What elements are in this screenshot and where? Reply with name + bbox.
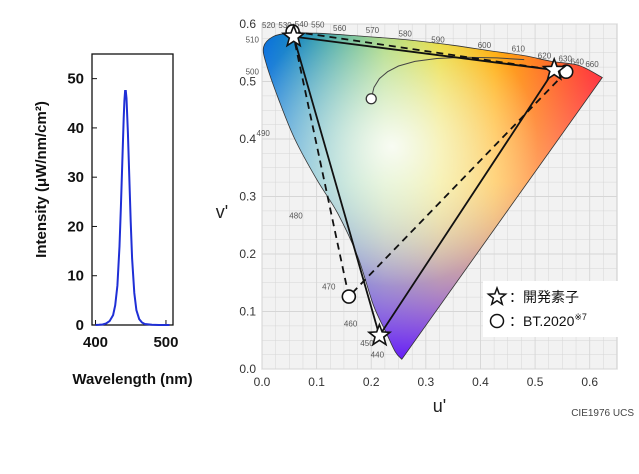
- white-point-marker: [365, 93, 377, 105]
- wavelength-label: 570: [366, 26, 380, 35]
- spectrum-y-tick-label: 50: [67, 71, 84, 88]
- wavelength-label: 550: [311, 20, 325, 29]
- wavelength-label: 460: [344, 319, 358, 328]
- spectrum-y-tick-label: 0: [76, 317, 84, 334]
- spectrum-y-axis-label: Intensity (μW/nm/cm²): [33, 101, 50, 258]
- wavelength-label: 560: [333, 24, 347, 33]
- wavelength-label: 500: [246, 68, 260, 77]
- device-primary-point: [541, 56, 567, 81]
- wavelength-label: 530: [278, 21, 292, 30]
- wavelength-label: 510: [246, 35, 260, 44]
- legend-label: ：開発素子: [509, 289, 579, 305]
- spectrum-y-tick-label: 40: [67, 120, 84, 137]
- cie-x-tick-label: 0.6: [581, 375, 598, 389]
- wavelength-label: 610: [512, 45, 526, 54]
- wavelength-label: 590: [431, 35, 445, 44]
- cie-x-axis-label: u': [433, 396, 446, 416]
- wavelength-label: 640: [571, 57, 585, 66]
- wavelength-label: 580: [399, 30, 413, 39]
- legend-label: ：BT.2020※7: [509, 312, 587, 329]
- wavelength-label: 660: [585, 60, 599, 69]
- planckian-locus: [370, 56, 525, 99]
- bt2020-gamut-triangle: [291, 30, 569, 299]
- spectrum-x-tick-label: 500: [153, 334, 178, 351]
- wavelength-label: 630: [559, 54, 573, 63]
- cie-y-tick-label: 0.3: [239, 190, 256, 204]
- spectrum-line: [95, 90, 170, 326]
- wavelength-label: 520: [262, 21, 276, 30]
- bt2020-primary-point: [341, 289, 357, 304]
- legend-box: [483, 281, 619, 337]
- cie-x-tick-label: 0.1: [308, 375, 325, 389]
- wavelength-label: 600: [478, 41, 492, 50]
- legend: ：開発素子 ：BT.2020※7: [483, 281, 619, 337]
- device-primary-point: [281, 23, 307, 48]
- wavelength-label: 450: [360, 339, 374, 348]
- legend-circle-marker: [489, 313, 505, 329]
- cie-y-tick-label: 0.5: [239, 75, 256, 89]
- spectrum-plot-frame: [91, 53, 174, 326]
- cie-y-tick-label: 0.4: [239, 132, 256, 146]
- cie-x-tick-label: 0.2: [363, 375, 380, 389]
- legend-footnote-mark: ※7: [574, 312, 587, 322]
- spectrum-y-tick-label: 30: [67, 169, 84, 186]
- cie-y-tick-label: 0.1: [239, 305, 256, 319]
- wavelength-label: 470: [322, 283, 336, 292]
- wavelength-label: 440: [371, 351, 385, 360]
- spectrum-chart: 0 10 20 30 40 50 400 500 Wavelength (nm) Intens…: [33, 53, 193, 388]
- spectrum-y-tick-label: 10: [67, 268, 84, 285]
- cie-y-axis-label: v': [216, 202, 228, 222]
- wavelength-label: 540: [295, 20, 309, 29]
- cie-x-tick-label: 0.5: [527, 375, 544, 389]
- cie-y-tick-label: 0.2: [239, 247, 256, 261]
- device-gamut-triangle: [292, 35, 556, 338]
- device-primary-point: [366, 322, 393, 347]
- cie-y-tick-label: 0.0: [239, 362, 256, 376]
- spectrum-x-axis-label: Wavelength (nm): [72, 371, 192, 388]
- spectrum-x-tick-label: 400: [83, 334, 108, 351]
- cie-footer-label: CIE1976 UCS: [571, 408, 634, 419]
- legend-star-marker: [486, 285, 508, 307]
- cie-x-tick-label: 0.0: [254, 375, 271, 389]
- wavelength-label: 490: [257, 129, 271, 138]
- wavelength-label: 480: [289, 211, 303, 220]
- wavelength-label: 620: [538, 52, 552, 61]
- cie-chromaticity-chart: 510 500 490 480 470 460 450 440 520 530 540 550 560 5…: [216, 17, 635, 419]
- cie-x-tick-label: 0.4: [472, 375, 489, 389]
- spectral-locus: [262, 32, 603, 360]
- cie-y-tick-label: 0.6: [239, 17, 256, 31]
- spectrum-y-tick-label: 20: [67, 218, 84, 235]
- cie-x-tick-label: 0.3: [418, 375, 435, 389]
